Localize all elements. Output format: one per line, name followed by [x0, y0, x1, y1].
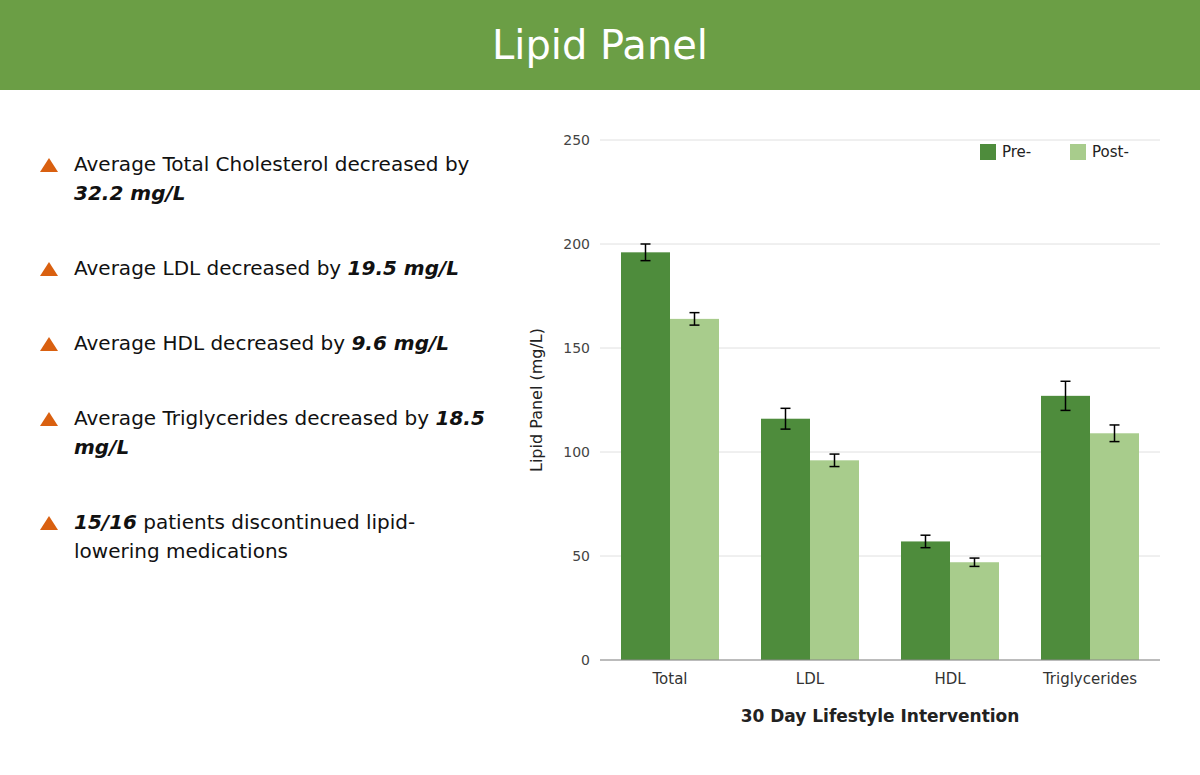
annotation-text: 9.6 mg/L — [351, 331, 449, 355]
annotation-text: Average Triglycerides decreased by — [74, 406, 436, 430]
grid — [600, 140, 1160, 660]
error-bar — [830, 454, 840, 466]
bullet: Average Triglycerides decreased by 18.5 … — [40, 404, 490, 462]
legend: Pre- Post- — [980, 143, 1129, 161]
bullet-icon — [40, 262, 58, 276]
error-bar — [690, 313, 700, 325]
bars — [621, 244, 1139, 660]
bar — [950, 562, 999, 660]
annotation-text: Average HDL decreased by — [74, 331, 351, 355]
error-bar — [921, 535, 931, 547]
error-bar — [781, 408, 791, 429]
chart-svg: 0 50 100 150 200 250 Total LDL HDL Triglycerides 3… — [520, 110, 1180, 740]
bullet: Average HDL decreased by 9.6 mg/L — [40, 329, 490, 358]
grid-line — [600, 660, 1160, 661]
legend-swatch — [1070, 144, 1086, 160]
bar — [761, 419, 810, 660]
bullet: Average Total Cholesterol decreased by 3… — [40, 150, 490, 208]
x-tick-label: HDL — [934, 670, 966, 688]
bar — [1041, 396, 1090, 660]
legend-label: Pre- — [1002, 143, 1031, 161]
bullet-icon — [40, 516, 58, 530]
x-axis-line — [600, 660, 1160, 661]
annotation-text: Average Total Cholesterol decreased by — [74, 152, 476, 176]
error-bar — [970, 558, 980, 566]
y-tick-label: 0 — [581, 652, 590, 668]
error-bar — [641, 244, 651, 261]
bar — [621, 252, 670, 660]
bullet: Average LDL decreased by 19.5 mg/L — [40, 254, 490, 283]
y-tick-label: 150 — [563, 340, 590, 356]
annotation-text: 32.2 mg/L — [74, 181, 186, 205]
bullet: 15/16 patients discontinued lipid-loweri… — [40, 508, 490, 566]
y-tick-label: 200 — [563, 236, 590, 252]
annotation-text: 15/16 — [74, 510, 137, 534]
error-bar — [1110, 425, 1120, 442]
grid-line — [600, 140, 1160, 141]
bullet-icon — [40, 158, 58, 172]
bar — [1090, 433, 1139, 660]
bar — [810, 460, 859, 660]
bullet-panel: Average Total Cholesterol decreased by 3… — [40, 150, 490, 612]
legend-label: Post- — [1092, 143, 1129, 161]
bullet-icon — [40, 337, 58, 351]
x-tick-label: LDL — [796, 670, 825, 688]
x-tick-label: Triglycerides — [1042, 670, 1137, 688]
x-tick-label: Total — [651, 670, 687, 688]
bar — [670, 319, 719, 660]
y-axis-label: Lipid Panel (mg/L) — [527, 328, 546, 472]
title: Lipid Panel — [0, 0, 1200, 90]
chart-container: 0 50 100 150 200 250 Total LDL HDL Triglycerides 3… — [520, 110, 1180, 744]
grid-line — [600, 244, 1160, 245]
y-tick-label: 250 — [563, 132, 590, 148]
legend-swatch — [980, 144, 996, 160]
bullet-icon — [40, 412, 58, 426]
y-tick-label: 100 — [563, 444, 590, 460]
bar — [901, 541, 950, 660]
annotation-text: 19.5 mg/L — [348, 256, 460, 280]
annotation-text: Average LDL decreased by — [74, 256, 348, 280]
x-axis-label: 30 Day Lifestyle Intervention — [741, 706, 1020, 726]
error-bar — [1061, 381, 1071, 410]
y-tick-label: 50 — [572, 548, 590, 564]
